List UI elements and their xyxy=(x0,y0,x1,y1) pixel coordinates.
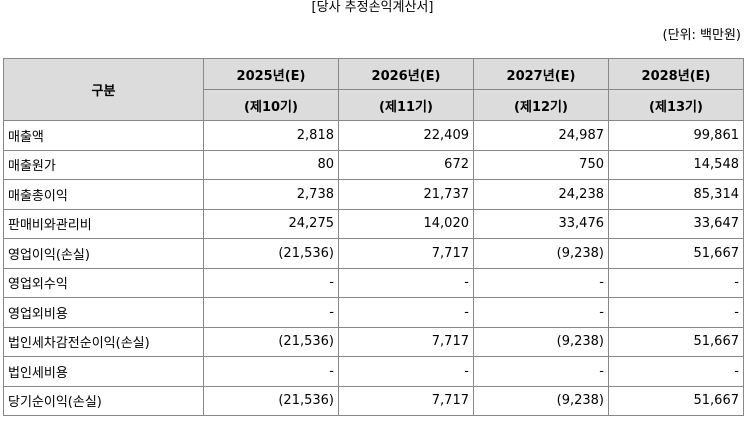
value-cell: 80 xyxy=(203,149,339,180)
data-row: 당기순이익(손실) (21,536) 7,717 (9,238) 51,667 xyxy=(3,385,744,416)
unit-note: (단위: 백만원) xyxy=(662,28,741,43)
value-cell: 22,409 xyxy=(338,120,474,151)
value-cell: - xyxy=(608,267,744,298)
data-row: 법인세비용 - - - - xyxy=(3,356,744,387)
period-header: (제10기) xyxy=(203,89,339,121)
value-cell: 33,476 xyxy=(473,208,609,239)
period-header: (제13기) xyxy=(608,89,744,121)
corner-cell: 구분 xyxy=(3,58,204,121)
value-cell: 24,238 xyxy=(473,179,609,210)
year-header: 2027년(E) xyxy=(473,58,609,90)
value-cell: 750 xyxy=(473,149,609,180)
value-cell: 7,717 xyxy=(338,326,474,357)
value-cell: - xyxy=(608,297,744,328)
row-label: 법인세차감전순이익(손실) xyxy=(3,326,204,357)
value-cell: 7,717 xyxy=(338,238,474,269)
value-cell: (9,238) xyxy=(473,385,609,416)
data-row: 법인세차감전순이익(손실) (21,536) 7,717 (9,238) 51,667 xyxy=(3,326,744,357)
table-body: 매출액 2,818 22,409 24,987 99,861 매출원가 80 672 750 14… xyxy=(3,120,744,416)
data-row: 영업이익(손실) (21,536) 7,717 (9,238) 51,667 xyxy=(3,238,744,269)
row-label: 매출원가 xyxy=(3,149,204,180)
value-cell: 2,818 xyxy=(203,120,339,151)
data-row: 매출총이익 2,738 21,737 24,238 85,314 xyxy=(3,179,744,210)
period-header: (제12기) xyxy=(473,89,609,121)
value-cell: 14,548 xyxy=(608,149,744,180)
value-cell: (21,536) xyxy=(203,238,339,269)
value-cell: 51,667 xyxy=(608,238,744,269)
row-label: 법인세비용 xyxy=(3,356,204,387)
value-cell: - xyxy=(608,356,744,387)
header-row: 구분 2025년(E) 2026년(E) 2027년(E) 2028년(E) xyxy=(3,58,744,121)
doc-title: [당사 추정손익계산서] xyxy=(311,0,434,15)
value-cell: (9,238) xyxy=(473,238,609,269)
value-cell: 51,667 xyxy=(608,385,744,416)
value-cell: 24,987 xyxy=(473,120,609,151)
data-row: 영업외비용 - - - - xyxy=(3,297,744,328)
row-label: 매출액 xyxy=(3,120,204,151)
table-head: 구분 2025년(E) 2026년(E) 2027년(E) 2028년(E) (제10기… xyxy=(3,58,744,121)
year-header: 2026년(E) xyxy=(338,58,474,90)
data-row: 판매비와관리비 24,275 14,020 33,476 33,647 xyxy=(3,208,744,239)
value-cell: - xyxy=(338,356,474,387)
income-table: 구분 2025년(E) 2026년(E) 2027년(E) 2028년(E) (제10기… xyxy=(3,58,744,416)
value-cell: 99,861 xyxy=(608,120,744,151)
row-label: 영업외비용 xyxy=(3,297,204,328)
value-cell: - xyxy=(473,356,609,387)
value-cell: - xyxy=(203,297,339,328)
row-label: 판매비와관리비 xyxy=(3,208,204,239)
header-row: (제10기) (제11기) (제12기) (제13기) xyxy=(4,89,744,121)
value-cell: 51,667 xyxy=(608,326,744,357)
row-label: 당기순이익(손실) xyxy=(3,385,204,416)
year-header: 2025년(E) xyxy=(203,58,339,90)
value-cell: 85,314 xyxy=(608,179,744,210)
row-label: 영업외수익 xyxy=(3,267,204,298)
value-cell: 14,020 xyxy=(338,208,474,239)
value-cell: - xyxy=(473,297,609,328)
year-header: 2028년(E) xyxy=(608,58,744,90)
value-cell: (21,536) xyxy=(203,385,339,416)
value-cell: 33,647 xyxy=(608,208,744,239)
row-label: 영업이익(손실) xyxy=(3,238,204,269)
value-cell: (9,238) xyxy=(473,326,609,357)
period-header: (제11기) xyxy=(338,89,474,121)
value-cell: 2,738 xyxy=(203,179,339,210)
value-cell: - xyxy=(338,267,474,298)
value-cell: - xyxy=(338,297,474,328)
value-cell: 7,717 xyxy=(338,385,474,416)
value-cell: 24,275 xyxy=(203,208,339,239)
value-cell: 21,737 xyxy=(338,179,474,210)
data-row: 매출원가 80 672 750 14,548 xyxy=(3,149,744,180)
value-cell: (21,536) xyxy=(203,326,339,357)
value-cell: - xyxy=(203,356,339,387)
row-label: 매출총이익 xyxy=(3,179,204,210)
value-cell: - xyxy=(473,267,609,298)
data-row: 영업외수익 - - - - xyxy=(3,267,744,298)
value-cell: - xyxy=(203,267,339,298)
value-cell: 672 xyxy=(338,149,474,180)
data-row: 매출액 2,818 22,409 24,987 99,861 xyxy=(3,120,744,151)
